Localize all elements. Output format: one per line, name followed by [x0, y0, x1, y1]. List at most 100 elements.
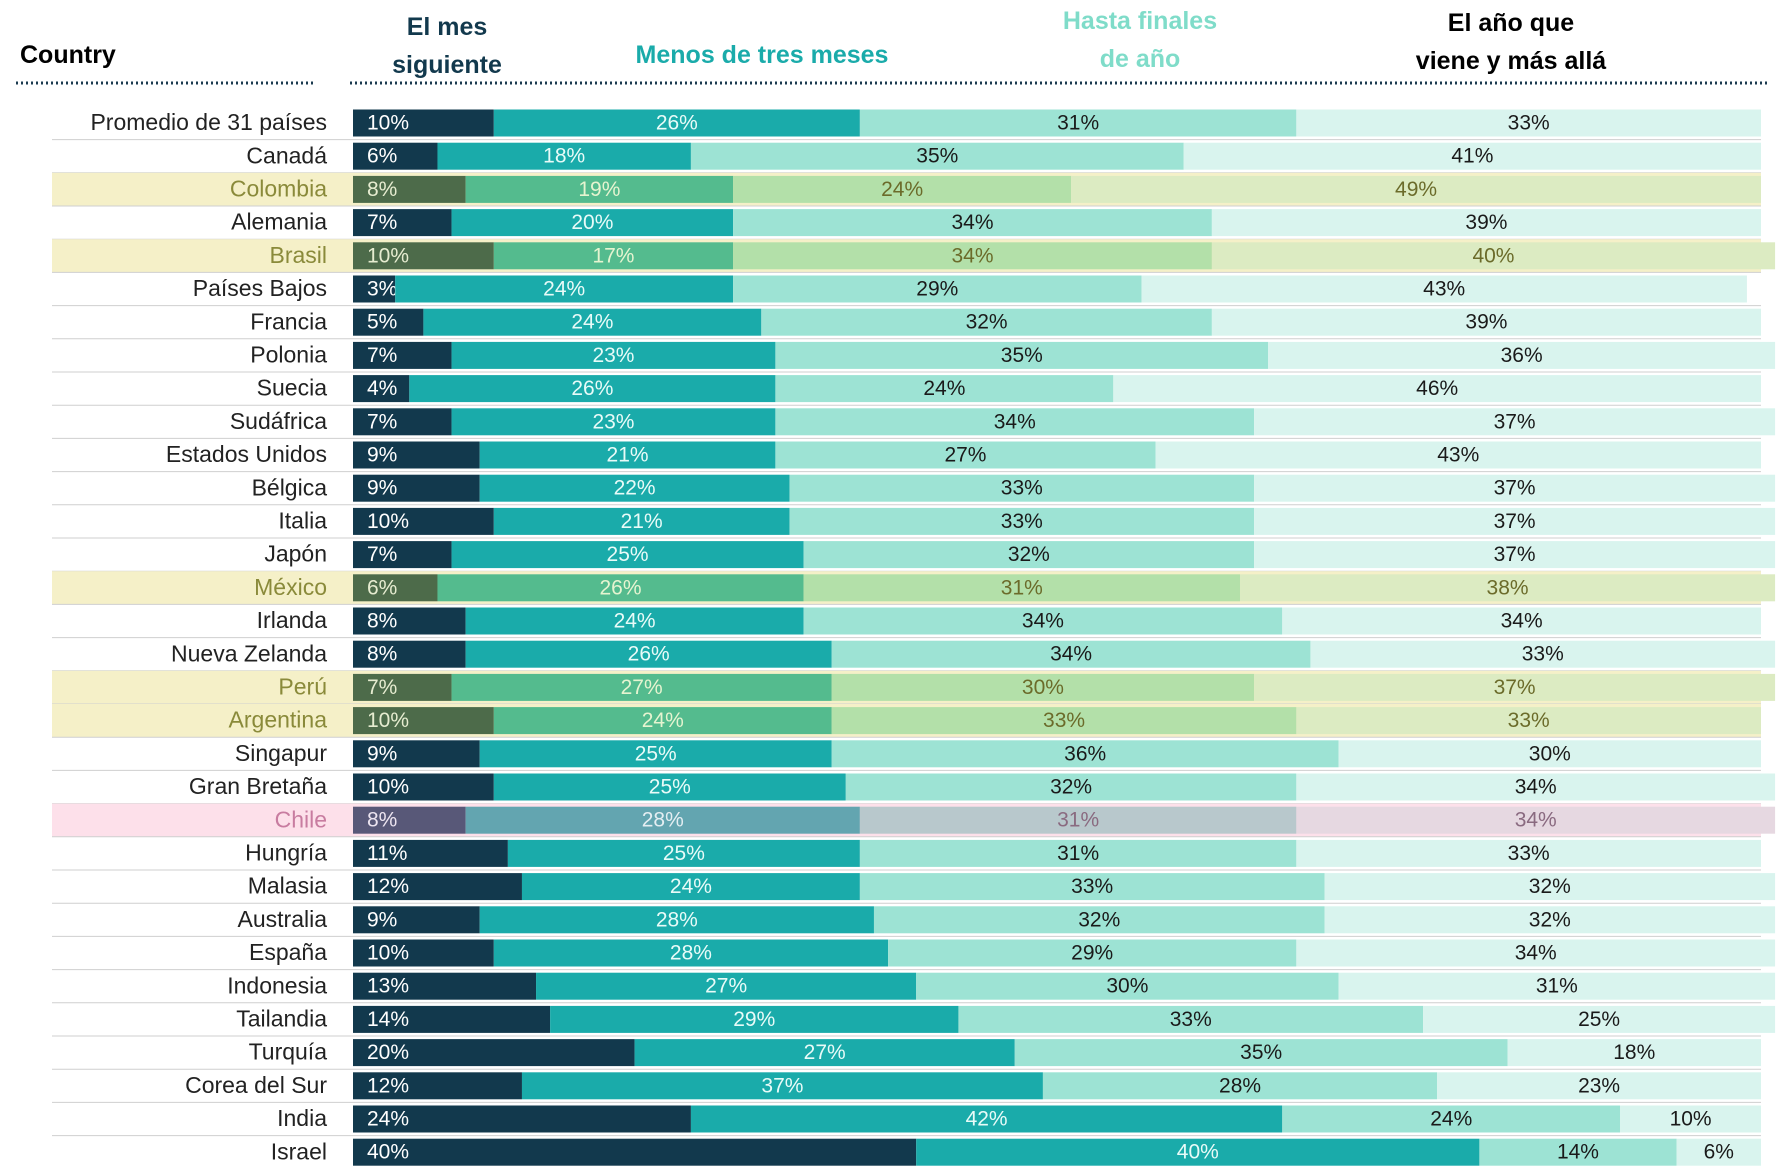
bar-segment	[479, 906, 874, 934]
series-header: Hasta finales de año	[1062, 7, 1218, 73]
bar-segment	[1676, 1138, 1761, 1166]
value-label: 26%	[571, 377, 613, 400]
category-label: Argentina	[229, 707, 328, 733]
value-label: 25%	[607, 543, 649, 566]
bar-segment	[1254, 541, 1776, 569]
bar-segment	[353, 275, 396, 303]
value-label: 6%	[1704, 1141, 1734, 1164]
bar-segment	[353, 341, 452, 369]
value-label: 36%	[1501, 344, 1543, 367]
value-label: 34%	[1022, 610, 1064, 633]
bar-segment	[353, 209, 452, 237]
value-label: 25%	[1578, 1008, 1620, 1031]
value-label: 34%	[1515, 776, 1557, 799]
bar-segment	[536, 972, 917, 1000]
value-label: 27%	[944, 444, 986, 467]
bar-segment	[437, 574, 804, 602]
bar-segment	[353, 1072, 522, 1100]
bar-segment	[1155, 441, 1761, 469]
value-label: 10%	[367, 510, 409, 533]
bar-segment	[1507, 1039, 1761, 1067]
value-label: 33%	[1001, 510, 1043, 533]
value-label: 17%	[592, 244, 634, 267]
value-label: 9%	[367, 908, 397, 931]
value-label: 19%	[578, 178, 620, 201]
value-label: 34%	[1050, 643, 1092, 666]
category-label: Francia	[250, 308, 327, 334]
value-label: 24%	[367, 1108, 409, 1131]
category-label: Israel	[271, 1138, 327, 1164]
value-label: 6%	[367, 145, 397, 168]
bar-segment	[1620, 1105, 1761, 1133]
value-label: 25%	[663, 842, 705, 865]
bar-segment	[1324, 873, 1776, 901]
bar-segment	[353, 607, 466, 635]
bar-segment	[775, 341, 1269, 369]
bar-segment	[789, 474, 1255, 502]
bar-segment	[353, 1105, 691, 1133]
value-label: 18%	[543, 145, 585, 168]
bar-segment	[465, 640, 832, 668]
value-label: 11%	[367, 842, 407, 865]
bar-segment	[733, 242, 1212, 270]
value-label: 9%	[367, 477, 397, 500]
value-label: 32%	[966, 311, 1008, 334]
series-header: El mes siguiente	[392, 13, 502, 79]
bar-segment	[859, 109, 1297, 137]
bar-segment	[859, 806, 1297, 834]
bar-segment	[733, 209, 1212, 237]
bar-segment	[353, 806, 466, 834]
bar-segment	[845, 773, 1297, 801]
bar-segment	[479, 740, 832, 768]
value-label: 35%	[1240, 1041, 1282, 1064]
bar-segment	[1296, 939, 1776, 967]
value-label: 24%	[543, 278, 585, 301]
bar-segment	[451, 541, 804, 569]
bar-segment	[1282, 1105, 1621, 1133]
category-label: Corea del Sur	[185, 1072, 327, 1098]
value-label: 33%	[1071, 875, 1113, 898]
value-label: 8%	[367, 178, 397, 201]
value-label: 43%	[1437, 444, 1479, 467]
value-label: 34%	[1501, 610, 1543, 633]
bar-segment	[395, 275, 734, 303]
value-label: 39%	[1465, 211, 1507, 234]
bar-segment	[733, 175, 1072, 203]
value-label: 29%	[1071, 942, 1113, 965]
bar-segment	[493, 507, 790, 535]
bar-segment	[353, 242, 494, 270]
bar-segment	[353, 474, 480, 502]
bar-segment	[353, 873, 522, 901]
value-label: 12%	[367, 875, 409, 898]
value-label: 7%	[367, 543, 397, 566]
bar-segment	[353, 839, 508, 867]
value-label: 24%	[1430, 1108, 1472, 1131]
bar-segment	[1014, 1039, 1508, 1067]
value-label: 31%	[1057, 112, 1099, 135]
category-label: Perú	[278, 673, 327, 699]
bar-segment	[1423, 1005, 1776, 1033]
bar-segment	[761, 308, 1212, 336]
value-label: 37%	[1494, 477, 1536, 500]
value-label: 24%	[571, 311, 613, 334]
category-label: Sudáfrica	[230, 408, 327, 434]
bar-segment	[353, 939, 494, 967]
value-label: 14%	[367, 1008, 409, 1031]
value-label: 27%	[621, 676, 663, 699]
value-label: 37%	[761, 1074, 803, 1097]
bar-segment	[353, 773, 494, 801]
bar-segment	[353, 574, 438, 602]
value-label: 9%	[367, 742, 397, 765]
bar-segment	[1437, 1072, 1761, 1100]
value-label: 9%	[367, 444, 397, 467]
bar-segment	[409, 375, 776, 403]
bar-segment	[1338, 972, 1776, 1000]
bar-segment	[353, 408, 452, 436]
value-label: 33%	[1170, 1008, 1212, 1031]
bar-segment	[958, 1005, 1424, 1033]
bar-segment	[1240, 574, 1776, 602]
bar-segment	[493, 707, 832, 735]
value-label: 23%	[592, 410, 634, 433]
value-label: 24%	[670, 875, 712, 898]
bar-segment	[353, 142, 438, 170]
